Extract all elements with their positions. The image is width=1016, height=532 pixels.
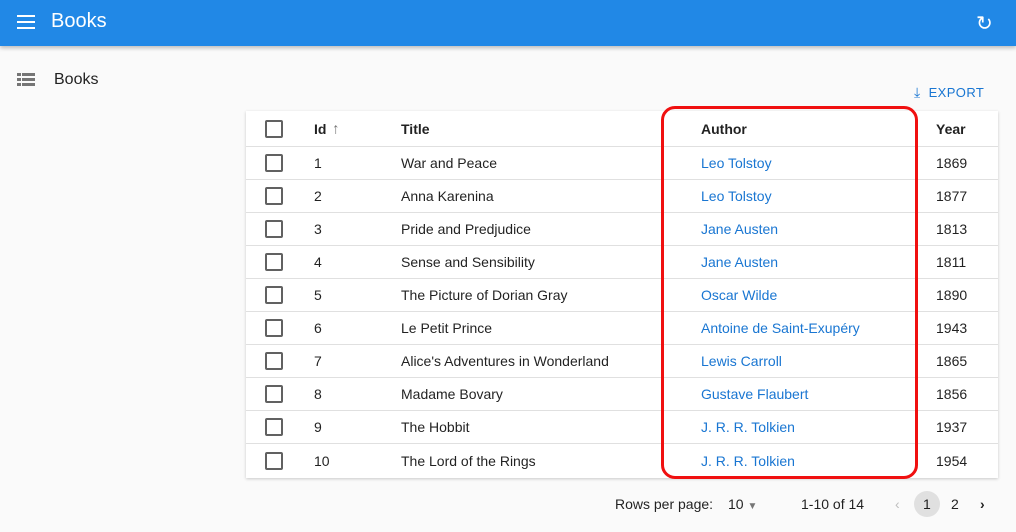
- page-range: 1-10 of 14: [801, 496, 865, 512]
- cell-title: Sense and Sensibility: [401, 254, 535, 270]
- author-link[interactable]: Oscar Wilde: [701, 287, 778, 303]
- table-row[interactable]: 4 Sense and Sensibility Jane Austen 1811: [246, 246, 998, 279]
- cell-year: 1865: [936, 353, 968, 369]
- menu-icon[interactable]: [17, 15, 35, 29]
- export-label: EXPORT: [928, 85, 985, 100]
- cell-title: Le Petit Prince: [401, 320, 493, 336]
- author-link[interactable]: Jane Austen: [701, 221, 779, 237]
- cell-title: Alice's Adventures in Wonderland: [401, 353, 609, 369]
- row-checkbox[interactable]: [265, 352, 283, 370]
- author-link[interactable]: Gustave Flaubert: [701, 386, 809, 402]
- cell-title: Anna Karenina: [401, 188, 494, 204]
- list-icon: [17, 73, 35, 87]
- row-checkbox[interactable]: [265, 418, 283, 436]
- table-row[interactable]: 10 The Lord of the Rings J. R. R. Tolkie…: [246, 444, 998, 477]
- cell-id: 10: [314, 452, 330, 469]
- row-checkbox[interactable]: [265, 220, 283, 238]
- cell-title: Pride and Predjudice: [401, 221, 531, 237]
- row-checkbox[interactable]: [265, 253, 283, 271]
- cell-id: 5: [314, 287, 322, 303]
- row-checkbox[interactable]: [265, 385, 283, 403]
- cell-year: 1943: [936, 320, 968, 336]
- row-checkbox[interactable]: [265, 154, 283, 172]
- row-checkbox[interactable]: [265, 319, 283, 337]
- column-header-year[interactable]: Year: [936, 120, 966, 137]
- table-header: Id ↑ Title Author Year: [246, 111, 998, 147]
- cell-year: 1813: [936, 221, 968, 237]
- table-row[interactable]: 1 War and Peace Leo Tolstoy 1869: [246, 147, 998, 180]
- cell-id: 4: [314, 254, 322, 270]
- author-link[interactable]: J. R. R. Tolkien: [701, 452, 795, 469]
- cell-title: Madame Bovary: [401, 386, 503, 402]
- row-checkbox[interactable]: [265, 451, 283, 470]
- row-checkbox[interactable]: [265, 286, 283, 304]
- author-link[interactable]: Jane Austen: [701, 254, 779, 270]
- cell-title: The Lord of the Rings: [401, 452, 536, 469]
- table-row[interactable]: 3 Pride and Predjudice Jane Austen 1813: [246, 213, 998, 246]
- author-link[interactable]: Leo Tolstoy: [701, 188, 772, 204]
- refresh-icon[interactable]: ↻: [976, 13, 993, 35]
- column-header-id[interactable]: Id: [314, 120, 327, 137]
- rows-per-page-label: Rows per page:: [615, 496, 714, 512]
- author-link[interactable]: Antoine de Saint-Exupéry: [701, 320, 860, 336]
- column-header-author[interactable]: Author: [701, 120, 747, 137]
- app-title: Books: [51, 10, 107, 32]
- export-button[interactable]: ⤓ EXPORT: [914, 84, 984, 101]
- cell-title: The Hobbit: [401, 419, 470, 435]
- page-1-label[interactable]: 1: [923, 496, 931, 512]
- cell-year: 1937: [936, 419, 968, 435]
- cell-id: 2: [314, 188, 322, 204]
- table-row[interactable]: 8 Madame Bovary Gustave Flaubert 1856: [246, 378, 998, 411]
- cell-year: 1869: [936, 155, 968, 171]
- column-header-title[interactable]: Title: [401, 120, 430, 137]
- select-all-checkbox[interactable]: [265, 119, 283, 138]
- cell-year: 1856: [936, 386, 968, 402]
- author-link[interactable]: Lewis Carroll: [701, 353, 782, 369]
- caret-down-icon: ▼: [747, 501, 758, 512]
- table-row[interactable]: 9 The Hobbit J. R. R. Tolkien 1937: [246, 411, 998, 444]
- page-1-button[interactable]: [914, 491, 940, 517]
- author-link[interactable]: Leo Tolstoy: [701, 155, 772, 171]
- cell-id: 9: [314, 419, 322, 435]
- books-table: Id ↑ Title Author Year 1 War and Peace L…: [246, 111, 998, 478]
- cell-id: 3: [314, 221, 322, 237]
- rows-per-page-select[interactable]: 10 ▼: [728, 496, 757, 512]
- cell-title: War and Peace: [401, 155, 497, 171]
- table-row[interactable]: 6 Le Petit Prince Antoine de Saint-Exupé…: [246, 312, 998, 345]
- cell-title: The Picture of Dorian Gray: [401, 287, 568, 303]
- cell-id: 7: [314, 353, 322, 369]
- page-2-button[interactable]: 2: [951, 496, 959, 512]
- cell-year: 1811: [936, 254, 967, 270]
- cell-year: 1954: [936, 452, 968, 469]
- table-row[interactable]: 7 Alice's Adventures in Wonderland Lewis…: [246, 345, 998, 378]
- cell-year: 1877: [936, 188, 968, 204]
- download-icon: ⤓: [914, 84, 921, 100]
- sidebar-item-books[interactable]: Books: [54, 71, 99, 88]
- row-checkbox[interactable]: [265, 187, 283, 205]
- cell-id: 1: [314, 155, 322, 171]
- author-link[interactable]: J. R. R. Tolkien: [701, 419, 795, 435]
- table-row[interactable]: 2 Anna Karenina Leo Tolstoy 1877: [246, 180, 998, 213]
- chevron-right-icon[interactable]: ›: [980, 496, 985, 512]
- cell-id: 8: [314, 386, 322, 402]
- table-row[interactable]: 5 The Picture of Dorian Gray Oscar Wilde…: [246, 279, 998, 312]
- cell-year: 1890: [936, 287, 968, 303]
- rows-per-page-value: 10: [728, 496, 744, 512]
- chevron-left-icon[interactable]: ‹: [895, 496, 900, 512]
- cell-id: 6: [314, 320, 322, 336]
- app-bar: Books ↻: [0, 0, 1016, 46]
- arrow-up-icon[interactable]: ↑: [332, 120, 340, 137]
